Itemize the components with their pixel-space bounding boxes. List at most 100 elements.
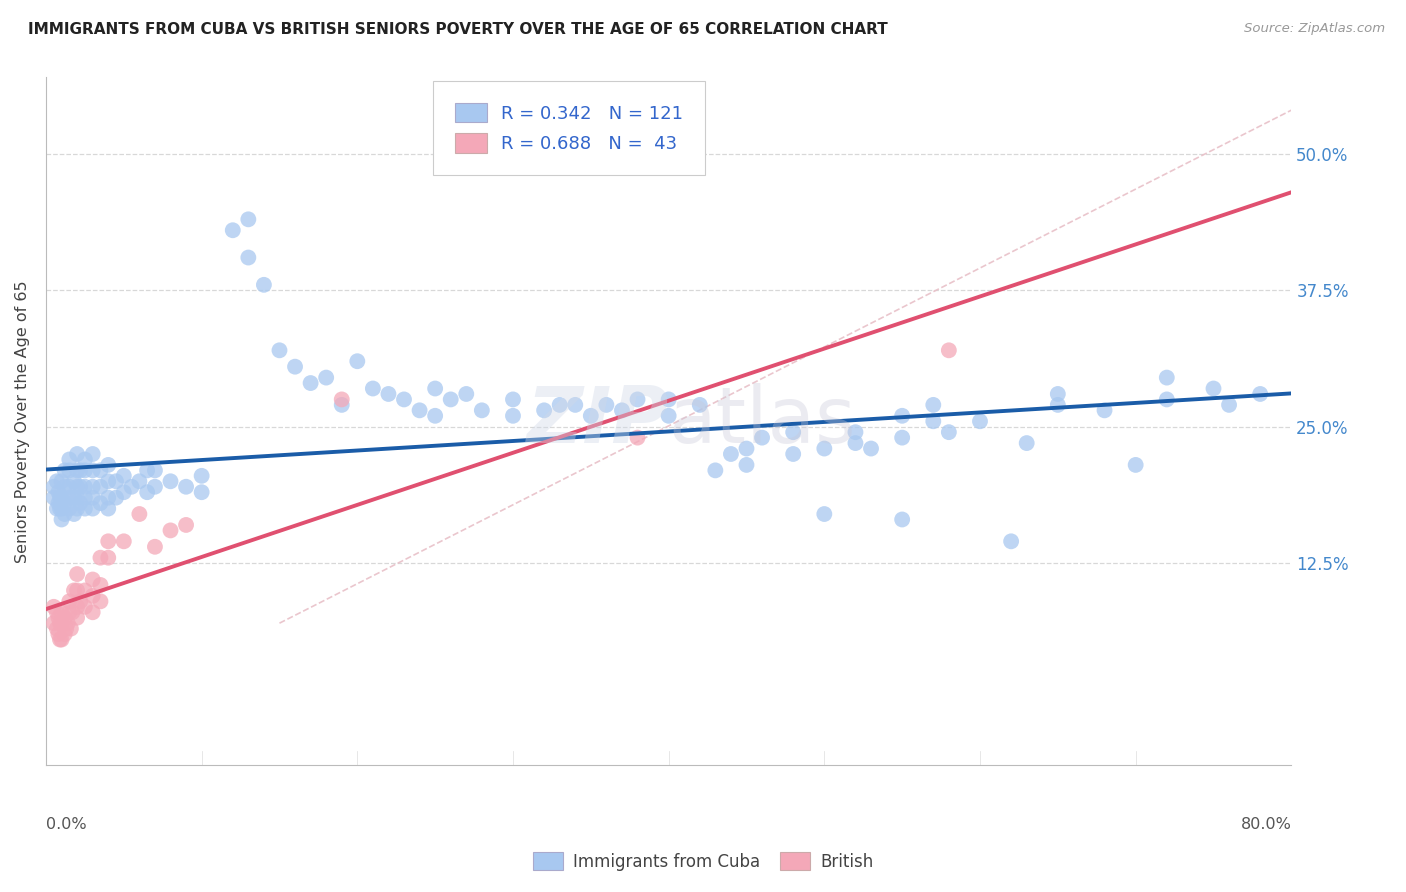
Point	[51, 491, 73, 505]
Point	[58, 501, 80, 516]
Point	[502, 409, 524, 423]
Point	[128, 475, 150, 489]
Point	[42, 616, 65, 631]
Point	[58, 605, 80, 619]
Point	[63, 507, 86, 521]
Point	[58, 491, 80, 505]
Point	[51, 632, 73, 647]
Text: 0.0%: 0.0%	[46, 817, 87, 832]
Point	[190, 485, 212, 500]
Point	[48, 485, 70, 500]
Point	[49, 491, 72, 505]
Point	[58, 594, 80, 608]
Point	[82, 605, 104, 619]
Point	[63, 491, 86, 505]
Point	[66, 611, 89, 625]
Point	[51, 501, 73, 516]
Point	[53, 611, 76, 625]
Text: IMMIGRANTS FROM CUBA VS BRITISH SENIORS POVERTY OVER THE AGE OF 65 CORRELATION C: IMMIGRANTS FROM CUBA VS BRITISH SENIORS …	[28, 22, 887, 37]
Legend: Immigrants from Cuba, British: Immigrants from Cuba, British	[524, 844, 882, 880]
Point	[48, 627, 70, 641]
Point	[595, 398, 617, 412]
Point	[222, 223, 245, 237]
Point	[136, 485, 159, 500]
Point	[89, 463, 111, 477]
Point	[844, 425, 866, 439]
Point	[813, 507, 835, 521]
Text: 80.0%: 80.0%	[1240, 817, 1291, 832]
Point	[689, 398, 711, 412]
Point	[922, 398, 945, 412]
Point	[89, 496, 111, 510]
Point	[938, 343, 960, 358]
Point	[1094, 403, 1116, 417]
Point	[330, 392, 353, 407]
Point	[782, 425, 804, 439]
Point	[751, 431, 773, 445]
Point	[720, 447, 742, 461]
Point	[579, 409, 602, 423]
Point	[63, 583, 86, 598]
Point	[45, 475, 67, 489]
Point	[174, 518, 197, 533]
Legend: R = 0.342   N = 121, R = 0.688   N =  43: R = 0.342 N = 121, R = 0.688 N = 43	[439, 87, 700, 169]
Point	[844, 436, 866, 450]
Point	[51, 512, 73, 526]
Point	[1046, 387, 1069, 401]
Point	[860, 442, 883, 456]
Point	[51, 475, 73, 489]
Point	[315, 370, 337, 384]
Point	[82, 463, 104, 477]
Point	[533, 403, 555, 417]
Point	[45, 622, 67, 636]
Point	[105, 475, 128, 489]
Point	[159, 475, 181, 489]
Point	[69, 480, 91, 494]
Point	[58, 452, 80, 467]
Point	[299, 376, 322, 390]
Point	[1156, 392, 1178, 407]
Point	[423, 409, 446, 423]
Point	[922, 414, 945, 428]
Point	[238, 212, 260, 227]
Point	[112, 468, 135, 483]
Point	[891, 431, 914, 445]
Point	[53, 480, 76, 494]
Point	[45, 501, 67, 516]
Y-axis label: Seniors Poverty Over the Age of 65: Seniors Poverty Over the Age of 65	[15, 280, 30, 563]
Point	[346, 354, 368, 368]
Point	[392, 392, 415, 407]
Point	[626, 392, 648, 407]
Point	[105, 491, 128, 505]
Point	[66, 491, 89, 505]
Point	[82, 480, 104, 494]
Point	[969, 414, 991, 428]
Point	[143, 480, 166, 494]
Point	[69, 496, 91, 510]
Point	[548, 398, 571, 412]
Point	[735, 442, 758, 456]
Point	[112, 534, 135, 549]
Point	[66, 583, 89, 598]
Point	[626, 431, 648, 445]
Point	[891, 512, 914, 526]
Point	[269, 343, 291, 358]
Point	[735, 458, 758, 472]
Point	[66, 447, 89, 461]
Point	[73, 452, 96, 467]
Point	[408, 403, 430, 417]
Point	[62, 605, 84, 619]
Point	[704, 463, 727, 477]
Point	[42, 480, 65, 494]
Point	[284, 359, 307, 374]
Point	[51, 616, 73, 631]
Point	[97, 550, 120, 565]
Point	[564, 398, 586, 412]
Point	[238, 251, 260, 265]
Text: atlas: atlas	[669, 384, 856, 459]
Point	[782, 447, 804, 461]
Point	[82, 447, 104, 461]
Point	[112, 485, 135, 500]
Point	[82, 573, 104, 587]
Point	[53, 627, 76, 641]
